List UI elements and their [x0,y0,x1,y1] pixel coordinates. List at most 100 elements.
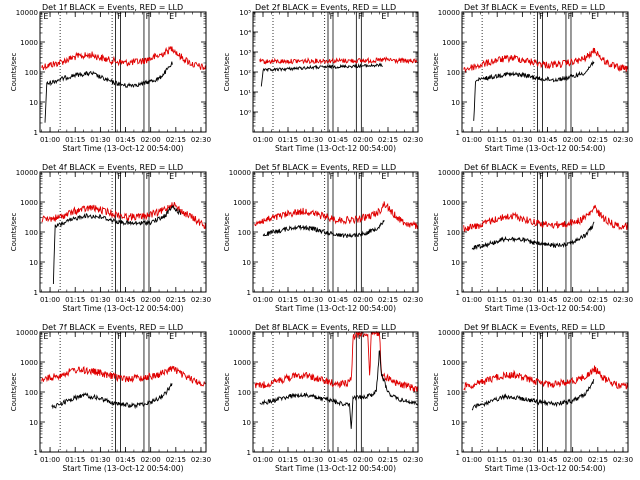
y-tick-label: 10000 [438,169,460,177]
x-tick-label: 01:45 [537,136,557,144]
marker-label: E [591,172,596,181]
interval-box [565,331,572,453]
x-tick-label: 02:15 [166,136,186,144]
x-tick-label: 01:15 [487,136,507,144]
x-tick-label: 01:00 [40,136,60,144]
x-tick-label: 02:00 [563,136,583,144]
lld-series-line [259,56,418,65]
marker-label: E [381,332,386,341]
marker-label: F [146,332,151,341]
x-axis-label: Start Time (13-Oct-12 00:54:00) [484,464,605,473]
marker-label: E [591,332,596,341]
y-tick-label: 100 [447,69,460,77]
interval-box [143,11,150,133]
y-tick-label: 10⁵ [239,9,251,17]
x-tick-label: 01:15 [487,296,507,304]
x-tick-label: 01:30 [303,136,323,144]
x-tick-label: 01:30 [512,456,532,464]
x-tick-label: 01:00 [462,296,482,304]
x-tick-label: 01:30 [512,136,532,144]
marker-label: F [568,332,573,341]
plot-frame [39,11,207,133]
panel-title: Det 5f BLACK = Events, RED = LLD [255,163,396,172]
lld-series-line [41,202,207,231]
plot-frame [461,11,629,133]
y-tick-label: 1000 [442,199,460,207]
y-axis-label: Counts/sec [432,53,440,92]
y-tick-label: 1 [247,449,251,457]
x-tick-label: 01:00 [462,136,482,144]
x-tick-label: 02:30 [403,456,423,464]
panel-title: Det 1f BLACK = Events, RED = LLD [42,3,183,12]
y-tick-label: 10000 [229,169,251,177]
interval-box [565,171,572,293]
marker-label: F [568,172,573,181]
y-tick-label: 10000 [229,329,251,337]
events-series-line [259,350,418,429]
marker-label: F [117,332,122,341]
marker-label: E [43,332,48,341]
y-tick-label: 1 [34,289,38,297]
marker-label: E [169,12,174,21]
marker-label: F [330,12,335,21]
x-tick-label: 01:15 [487,456,507,464]
interval-box [537,171,543,293]
x-axis-label: Start Time (13-Oct-12 00:54:00) [275,304,396,313]
x-tick-label: 01:45 [328,136,348,144]
y-tick-label: 100 [238,389,251,397]
y-tick-label: 100 [238,229,251,237]
marker-label: E [43,12,48,21]
x-tick-label: 02:00 [563,456,583,464]
events-series-line [473,60,595,121]
x-tick-label: 01:30 [90,136,110,144]
lld-series-line [463,204,629,232]
lld-series-line [463,365,629,391]
lld-series-line [254,330,419,394]
x-tick-label: 01:45 [537,296,557,304]
x-axis-label: Start Time (13-Oct-12 00:54:00) [484,144,605,153]
y-tick-label: 100 [447,229,460,237]
x-tick-label: 02:00 [141,456,161,464]
x-tick-label: 01:30 [303,296,323,304]
x-tick-label: 02:15 [588,136,608,144]
panel-title: Det 4f BLACK = Events, RED = LLD [42,163,183,172]
x-tick-label: 02:30 [191,456,211,464]
marker-label: E [591,12,596,21]
y-axis-label: Counts/sec [223,213,231,252]
x-axis-label: Start Time (13-Oct-12 00:54:00) [275,144,396,153]
y-axis-label: Counts/sec [432,373,440,412]
x-axis-label: Start Time (13-Oct-12 00:54:00) [484,304,605,313]
x-tick-label: 01:00 [40,296,60,304]
plot-frame [252,331,419,453]
y-tick-label: 10000 [438,329,460,337]
x-tick-label: 01:00 [253,136,273,144]
events-series-line [44,61,173,123]
x-tick-label: 01:30 [90,456,110,464]
x-tick-label: 01:15 [278,456,298,464]
y-tick-label: 10 [451,99,460,107]
y-axis-label: Counts/sec [10,213,18,252]
x-tick-label: 02:15 [378,296,398,304]
marker-label: E [169,332,174,341]
x-tick-label: 02:00 [563,296,583,304]
panel-title: Det 2f BLACK = Events, RED = LLD [255,3,396,12]
y-tick-label: 1 [456,129,460,137]
y-tick-label: 10 [29,259,38,267]
x-axis-label: Start Time (13-Oct-12 00:54:00) [62,304,183,313]
y-tick-label: 10² [239,69,251,77]
x-tick-label: 01:45 [115,296,135,304]
y-tick-label: 10000 [16,169,38,177]
events-series-line [52,204,182,285]
interval-box [355,171,362,293]
y-tick-label: 10³ [239,49,251,57]
x-tick-label: 01:15 [278,296,298,304]
interval-box [143,331,150,453]
marker-label: F [539,12,544,21]
events-series-line [51,382,173,410]
x-tick-label: 02:00 [353,296,373,304]
x-tick-label: 02:00 [353,456,373,464]
